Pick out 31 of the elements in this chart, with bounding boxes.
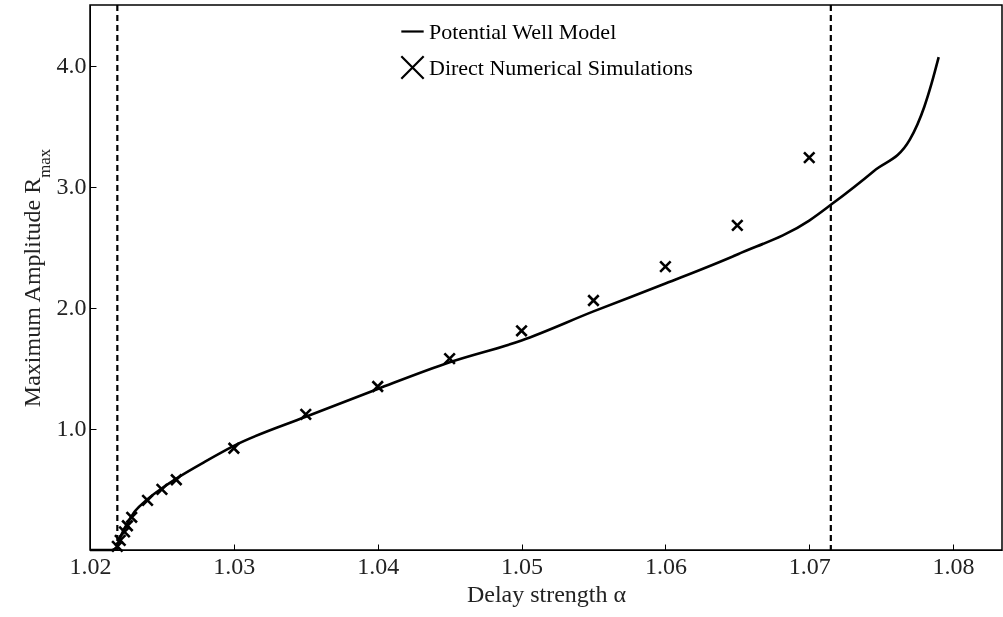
x-tick-label: 1.07 [788, 552, 831, 579]
legend-label: Potential Well Model [429, 18, 617, 44]
point [227, 441, 241, 455]
x-tick-label: 1.05 [501, 552, 544, 579]
point [169, 473, 183, 487]
point [802, 151, 816, 165]
y-tick-label: 1.0 [56, 415, 87, 442]
y-tick-label: 4.0 [56, 52, 87, 79]
point [586, 293, 601, 308]
point [117, 525, 132, 539]
point [515, 324, 529, 338]
y-tick-label: 2.0 [56, 294, 87, 321]
x-tick-label: 1.06 [644, 552, 687, 579]
point [443, 352, 457, 366]
point [125, 510, 139, 524]
point [299, 407, 313, 421]
x-tick-label: 1.04 [357, 552, 400, 579]
point [141, 493, 155, 507]
y-tick-label: 3.0 [56, 173, 87, 200]
point [371, 379, 385, 394]
x-tick-label: 1.02 [69, 552, 112, 579]
point [120, 519, 134, 533]
x-axis-title: Delay strength α [466, 580, 627, 607]
point [658, 260, 672, 274]
point [113, 533, 127, 547]
x-tick-label: 1.03 [213, 552, 256, 579]
x-tick-label: 1.08 [932, 552, 975, 579]
point [110, 539, 124, 553]
point [155, 482, 169, 496]
point [730, 218, 744, 232]
legend-label: Direct Numerical Simulations [429, 54, 693, 80]
